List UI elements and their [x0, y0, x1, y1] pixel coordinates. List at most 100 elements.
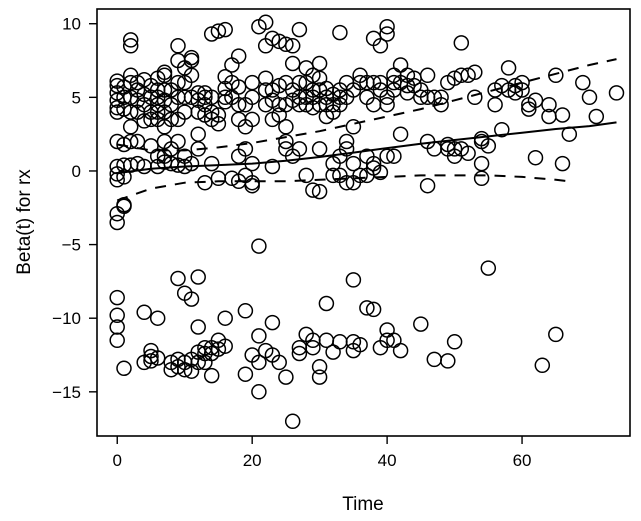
data-point [257, 14, 274, 31]
data-point [203, 367, 220, 384]
data-point [446, 334, 463, 350]
data-point [291, 141, 308, 157]
data-point [345, 155, 362, 172]
plot-frame [96, 8, 631, 437]
fit-curves [116, 58, 617, 202]
data-point [392, 126, 409, 142]
data-point [217, 310, 233, 326]
data-point [271, 354, 287, 371]
data-point [426, 351, 443, 368]
data-point [419, 177, 436, 194]
x-tick-label: 40 [378, 451, 397, 470]
data-point [257, 70, 274, 86]
data-point [143, 138, 159, 154]
data-point [244, 111, 260, 128]
data-point [271, 33, 287, 50]
data-point [305, 182, 321, 198]
y-tick-label: 5 [72, 88, 81, 107]
data-point [588, 108, 605, 125]
data-point [284, 55, 301, 72]
data-point [143, 348, 159, 365]
data-point [203, 26, 220, 42]
data-point [480, 260, 497, 276]
data-point [446, 141, 463, 157]
data-point [291, 21, 308, 38]
data-point [278, 369, 294, 385]
data-point [156, 64, 173, 81]
data-point [278, 36, 294, 53]
x-tick-label: 60 [513, 451, 532, 470]
data-point [561, 126, 578, 142]
data-point [244, 177, 260, 194]
data-point [183, 291, 200, 307]
data-point [230, 79, 247, 95]
y-axis-title: Beta(t) for rx [14, 169, 35, 275]
data-point [338, 174, 355, 191]
data-point [190, 269, 206, 285]
x-tick-label: 0 [113, 451, 122, 470]
data-point [298, 167, 314, 184]
data-point [365, 301, 382, 318]
data-point [203, 155, 220, 172]
data-point [386, 148, 402, 164]
data-point [359, 300, 375, 316]
data-point [190, 126, 206, 142]
data-point [109, 307, 125, 324]
x-tick-label: 20 [243, 451, 262, 470]
data-point [554, 155, 571, 172]
data-point [109, 289, 125, 306]
data-point [122, 119, 139, 135]
data-point [379, 332, 395, 349]
data-point [264, 30, 281, 47]
data-point [311, 55, 328, 72]
data-point [244, 74, 260, 91]
data-point [338, 133, 355, 150]
data-point [440, 353, 456, 369]
data-point [170, 74, 186, 91]
data-point [372, 38, 389, 54]
data-point [183, 67, 200, 84]
data-point [109, 214, 125, 231]
data-point [237, 303, 254, 319]
data-point [284, 38, 301, 54]
data-point [332, 334, 348, 350]
data-point [251, 238, 267, 254]
data-point [230, 48, 247, 64]
data-point [217, 21, 233, 38]
data-point [305, 339, 321, 356]
data-point [116, 198, 132, 215]
data-point [527, 149, 544, 166]
y-axis: −15 −10 −5 0 5 10 [52, 15, 97, 402]
data-point [379, 26, 395, 42]
data-point [116, 169, 132, 185]
data-point [352, 167, 368, 184]
data-point [149, 350, 166, 366]
data-point [325, 344, 341, 360]
data-point [548, 326, 564, 343]
y-tick-label: 10 [62, 15, 81, 34]
y-tick-label: −15 [52, 383, 81, 402]
ci-upper-line [117, 58, 617, 152]
data-point [122, 104, 139, 120]
data-point [291, 74, 308, 91]
data-point [264, 314, 281, 331]
data-point [136, 304, 152, 321]
data-point [372, 164, 389, 181]
data-point [352, 336, 368, 353]
data-point [413, 316, 429, 332]
data-point [480, 138, 497, 154]
data-point [122, 38, 139, 54]
data-point [170, 270, 186, 287]
data-point [170, 133, 186, 150]
data-points [109, 14, 625, 430]
data-point [338, 141, 355, 157]
data-point [379, 96, 395, 113]
data-point [149, 310, 166, 326]
data-point [514, 74, 530, 91]
data-point [197, 89, 213, 106]
data-point [284, 413, 301, 430]
y-tick-label: 0 [72, 162, 81, 181]
data-point [487, 96, 503, 113]
data-point [230, 96, 247, 113]
data-point [109, 332, 125, 349]
